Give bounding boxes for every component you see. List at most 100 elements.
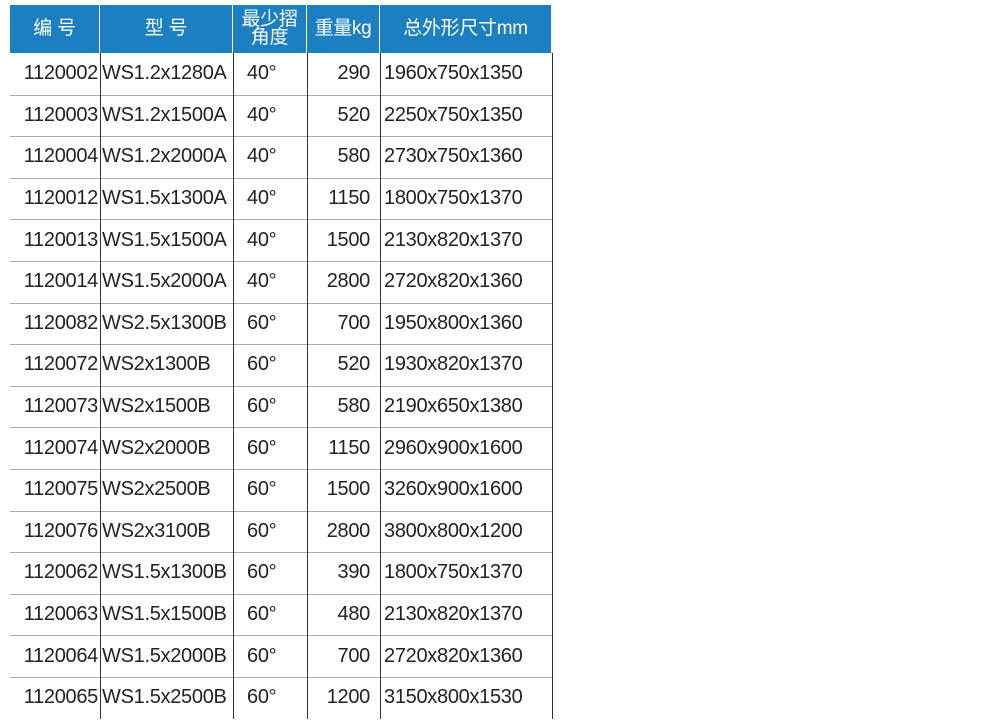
table-cell: WS1.5x2000B: [102, 644, 227, 667]
table-cell: 60°: [247, 395, 277, 418]
table-cell: 1120013: [23, 228, 99, 251]
header-cell: 型 号: [100, 5, 233, 53]
table-cell: 580: [337, 395, 371, 418]
table-cell: 1930x820x1370: [384, 353, 523, 376]
table-cell: WS1.5x1300B: [102, 561, 227, 584]
row-divider: [10, 510, 552, 512]
table-cell: 1120073: [23, 395, 99, 418]
table-cell: 1150: [328, 187, 370, 210]
table-cell: 700: [337, 644, 371, 667]
row-divider: [10, 469, 552, 470]
table-cell: WS1.2x2000A: [102, 145, 227, 168]
table-cell: WS1.5x2000A: [102, 270, 227, 293]
column-divider: [552, 53, 553, 719]
row-divider: [10, 94, 552, 96]
table-cell: 3800x800x1200: [384, 519, 523, 542]
table-cell: 2130x820x1370: [384, 228, 523, 251]
table-cell: 3150x800x1530: [384, 686, 523, 709]
table-cell: 1200: [326, 686, 371, 709]
row-divider: [10, 136, 552, 138]
table-cell: 1120082: [23, 311, 99, 334]
table-cell: 1120014: [23, 270, 99, 293]
table-cell: 290: [337, 62, 371, 85]
table-cell: 60°: [247, 603, 277, 626]
table-cell: 1120072: [23, 353, 99, 376]
table-cell: 1120002: [23, 62, 99, 85]
row-divider: [10, 261, 552, 262]
table-cell: 520: [337, 103, 371, 126]
table-cell: 1120003: [23, 103, 99, 126]
table-cell: 1120062: [23, 561, 99, 584]
table-cell: 1120064: [23, 644, 99, 667]
table-cell: 520: [337, 353, 371, 376]
table-cell: 1120065: [23, 686, 99, 709]
table-cell: 2190x650x1380: [384, 395, 523, 418]
table-cell: 2800: [326, 519, 371, 542]
table-cell: 1120063: [23, 603, 99, 626]
table-cell: 2720x820x1360: [384, 270, 523, 293]
table-cell: 2250x750x1350: [384, 103, 523, 126]
row-divider: [10, 677, 552, 678]
table-cell: 2720x820x1360: [384, 644, 523, 667]
table-cell: WS2x2000B: [102, 436, 211, 459]
row-divider: [10, 385, 552, 387]
column-divider: [307, 53, 308, 719]
header-cell: 最少摺 角度: [233, 5, 307, 53]
table-cell: 1500: [326, 478, 371, 501]
table-cell: 40°: [247, 270, 277, 293]
row-divider: [10, 302, 552, 304]
row-divider: [10, 177, 552, 179]
table-cell: WS2x1300B: [102, 353, 211, 376]
row-divider: [10, 552, 552, 554]
table-cell: 1800x750x1370: [384, 561, 523, 584]
row-divider: [10, 344, 552, 346]
table-cell: 390: [337, 561, 371, 584]
table-cell: 2130x820x1370: [384, 603, 523, 626]
table-cell: 40°: [247, 103, 277, 126]
table-cell: 1800x750x1370: [384, 187, 523, 210]
table-cell: WS1.5x1500B: [102, 603, 227, 626]
table-cell: 1120076: [23, 519, 99, 542]
table-cell: 700: [337, 311, 371, 334]
row-divider: [10, 219, 552, 221]
table-cell: 40°: [247, 187, 277, 210]
table-cell: WS2x3100B: [102, 519, 211, 542]
table-cell: WS1.5x1500A: [102, 228, 227, 251]
table-cell: WS2x2500B: [102, 478, 211, 501]
table-cell: WS1.2x1280A: [102, 62, 227, 85]
header-cell: 总外形尺寸mm: [380, 5, 552, 53]
table-cell: 1120074: [23, 436, 99, 459]
row-divider: [10, 427, 552, 429]
header-cell: 编 号: [10, 5, 100, 53]
table-cell: 60°: [247, 478, 277, 501]
table-cell: 1120004: [23, 145, 99, 168]
table-cell: 1960x750x1350: [384, 62, 523, 85]
table-cell: WS1.5x1300A: [102, 187, 227, 210]
row-divider: [10, 635, 552, 637]
table-cell: WS2x1500B: [102, 395, 211, 418]
table-cell: WS1.5x2500B: [102, 686, 227, 709]
table-cell: 1120075: [23, 478, 99, 501]
table-cell: 60°: [247, 436, 277, 459]
table-cell: 60°: [247, 353, 277, 376]
table-cell: 60°: [247, 519, 277, 542]
column-divider: [100, 53, 101, 719]
table-cell: 60°: [247, 561, 277, 584]
table-cell: WS1.2x1500A: [102, 103, 227, 126]
column-divider: [380, 53, 381, 719]
table-cell: 60°: [247, 686, 277, 709]
table-cell: 1500: [326, 228, 371, 251]
table-cell: 1150: [328, 436, 370, 459]
header-cell: 重量kg: [307, 5, 380, 53]
table-cell: 40°: [247, 145, 277, 168]
table-cell: 2730x750x1360: [384, 145, 523, 168]
table-cell: 60°: [247, 311, 277, 334]
table-cell: 1120012: [23, 187, 99, 210]
table-cell: WS2.5x1300B: [102, 311, 227, 334]
table-cell: 2960x900x1600: [384, 436, 523, 459]
table-cell: 2800: [326, 270, 371, 293]
table-cell: 40°: [247, 62, 277, 85]
table-cell: 3260x900x1600: [384, 478, 523, 501]
table-cell: 1950x800x1360: [384, 311, 523, 334]
